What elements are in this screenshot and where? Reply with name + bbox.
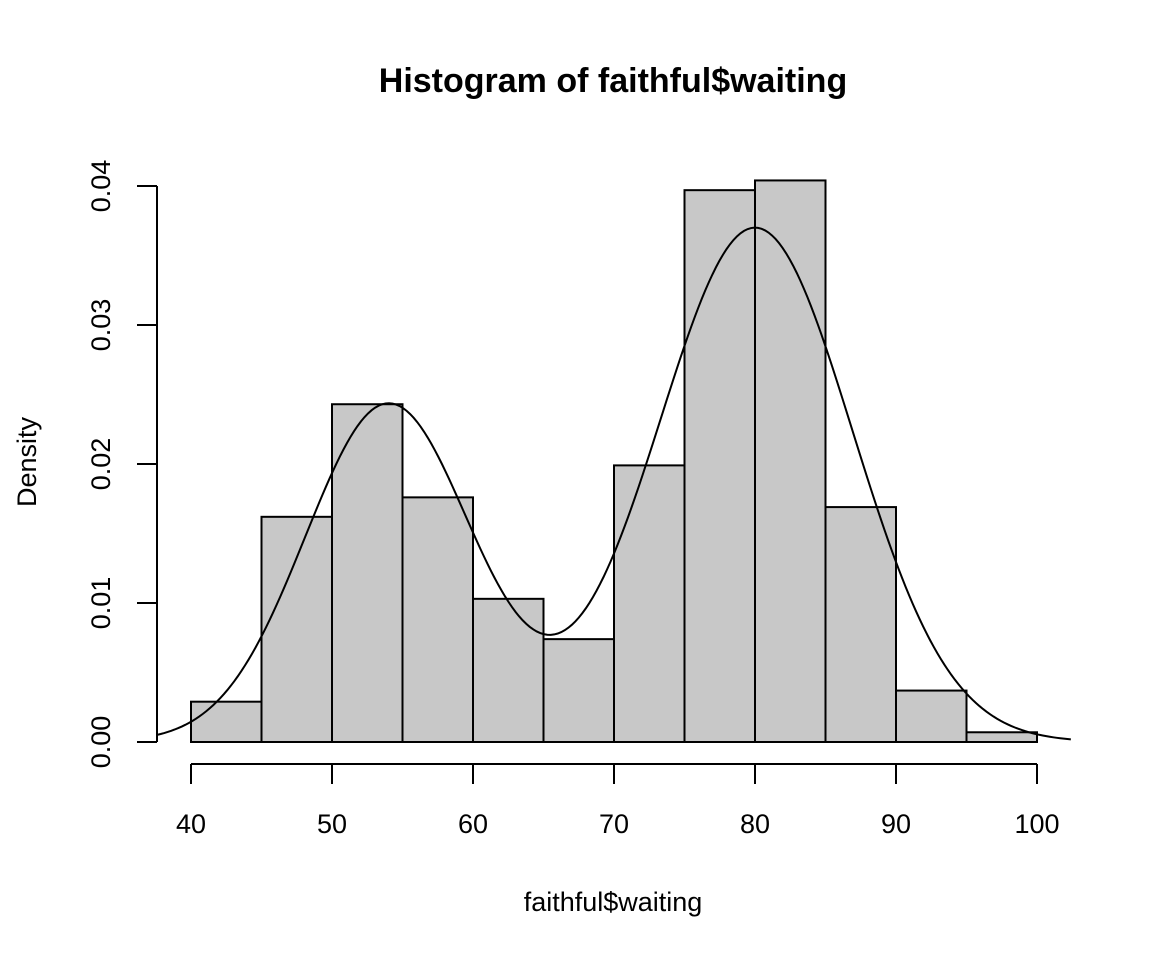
x-axis-label: faithful$waiting: [524, 887, 703, 917]
histogram-bar: [895, 689, 968, 744]
histogram-bar: [190, 700, 263, 744]
y-tick-label: 0.00: [86, 716, 116, 769]
y-tick-label: 0.02: [86, 438, 116, 491]
histogram-bar: [613, 464, 686, 743]
histogram-bar: [754, 179, 827, 743]
histogram-bar: [542, 638, 615, 744]
x-tick-label: 90: [881, 809, 911, 839]
histogram-bar: [401, 496, 474, 743]
y-axis: 0.00 0.01 0.02 0.03 0.04: [86, 160, 158, 769]
histogram-bar: [331, 403, 404, 743]
histogram-bar: [965, 731, 1038, 744]
y-tick-label: 0.03: [86, 299, 116, 352]
y-tick-label: 0.01: [86, 577, 116, 630]
x-tick-label: 60: [458, 809, 488, 839]
chart-title: Histogram of faithful$waiting: [379, 62, 847, 100]
density-curve-group: [156, 226, 1071, 741]
y-axis-label: Density: [12, 416, 42, 507]
bars-group: [190, 179, 1038, 744]
histogram-bar: [824, 506, 897, 743]
y-tick-label: 0.04: [86, 160, 116, 213]
x-tick-label: 50: [317, 809, 347, 839]
x-tick-label: 40: [176, 809, 206, 839]
histogram-bar: [260, 515, 333, 743]
histogram-bar: [683, 189, 756, 744]
x-tick-label: 70: [599, 809, 629, 839]
x-tick-label: 80: [740, 809, 770, 839]
x-axis: 40 50 60 70 80 90 100: [176, 763, 1060, 839]
histogram-bar: [472, 597, 545, 744]
density-curve: [156, 226, 1071, 741]
x-tick-label: 100: [1014, 809, 1059, 839]
